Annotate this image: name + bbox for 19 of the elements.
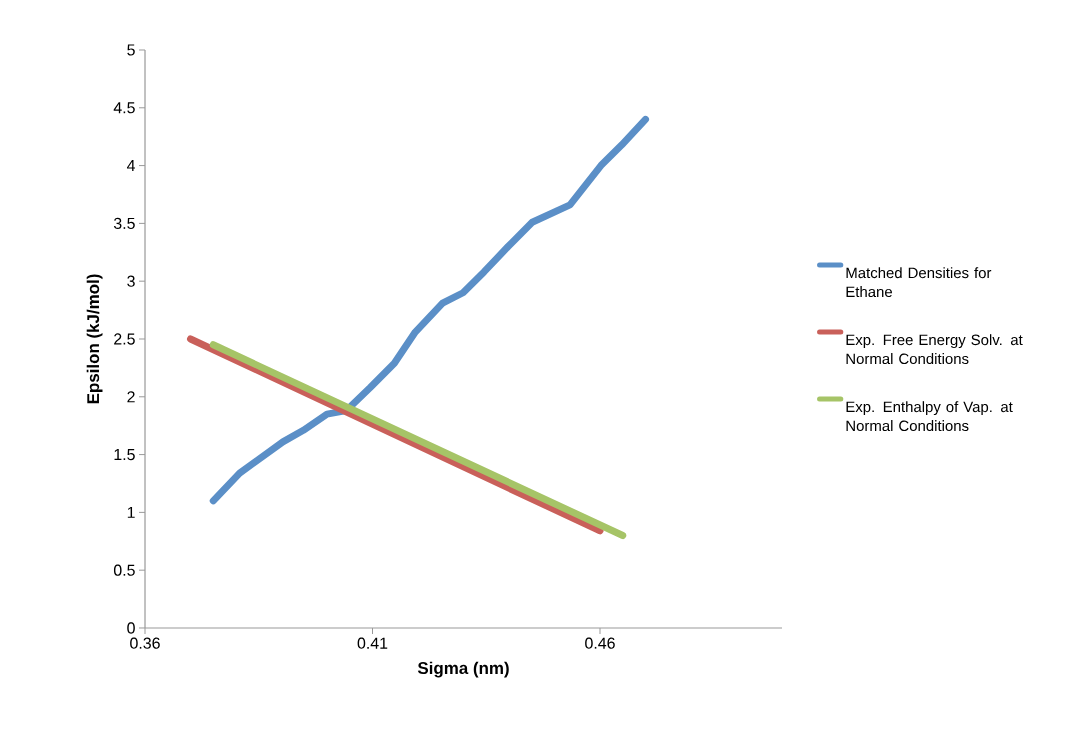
x-axis-title: Sigma (nm) xyxy=(417,661,509,678)
y-tick-label: 5 xyxy=(127,44,135,56)
y-tick-label: 1 xyxy=(127,506,135,518)
x-tick-label: 0.36 xyxy=(130,637,160,649)
text: Exp. Free Energy Solv. at Normal Conditions xyxy=(846,334,1023,365)
y-tick-label: 4 xyxy=(126,160,136,172)
text: Exp. Enthalpy of Vap. at Normal Conditions xyxy=(846,401,1013,432)
x-tick-label: 0.46 xyxy=(585,637,615,649)
y-axis-title: Epsilon (kJ/mol) xyxy=(86,274,103,404)
text: Matched Densities for Ethane xyxy=(846,267,992,298)
y-tick-label: 3.5 xyxy=(113,217,135,230)
y-tick-label: 2 xyxy=(127,391,135,403)
y-tick-label: 2.5 xyxy=(114,333,135,345)
y-tick-label: 4.5 xyxy=(113,102,135,114)
x-tick-label: 0.41 xyxy=(357,637,388,649)
y-tick-label: 1.5 xyxy=(114,449,135,461)
y-tick-label: 0 xyxy=(127,622,135,634)
y-tick-label: 0.5 xyxy=(113,564,135,576)
y-tick-label: 3 xyxy=(127,275,135,287)
